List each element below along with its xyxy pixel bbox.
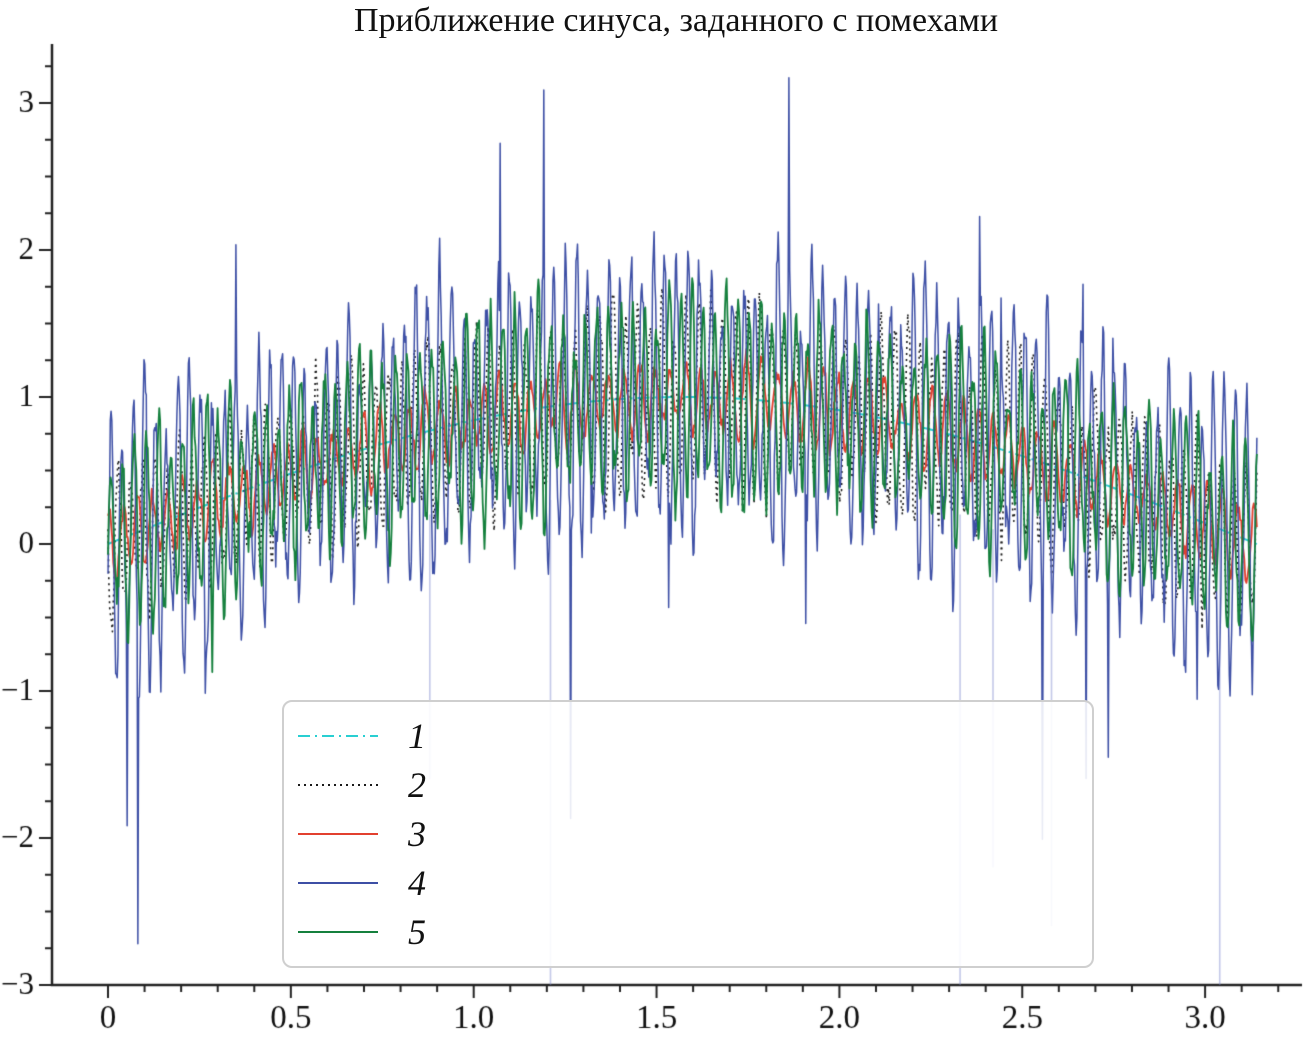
legend-label-5: 5: [408, 911, 426, 952]
legend-label-4: 4: [408, 862, 426, 903]
legend-line-sample-5: [298, 930, 378, 933]
legend-label-1: 1: [408, 716, 426, 757]
legend-entry-2: 2: [298, 765, 1092, 805]
legend-entry-5: 5: [298, 912, 1092, 952]
legend-label-3: 3: [408, 813, 426, 854]
legend-line-sample-2: [298, 784, 378, 787]
legend-entry-4: 4: [298, 863, 1092, 903]
legend-label-2: 2: [408, 765, 426, 806]
legend-entry-1: 1: [298, 716, 1092, 756]
legend-line-sample-3: [298, 832, 378, 835]
legend: 1 2 3 4 5: [282, 700, 1094, 968]
legend-line-sample-4: [298, 881, 378, 884]
legend-entry-3: 3: [298, 814, 1092, 854]
legend-line-sample-1: [298, 735, 378, 738]
